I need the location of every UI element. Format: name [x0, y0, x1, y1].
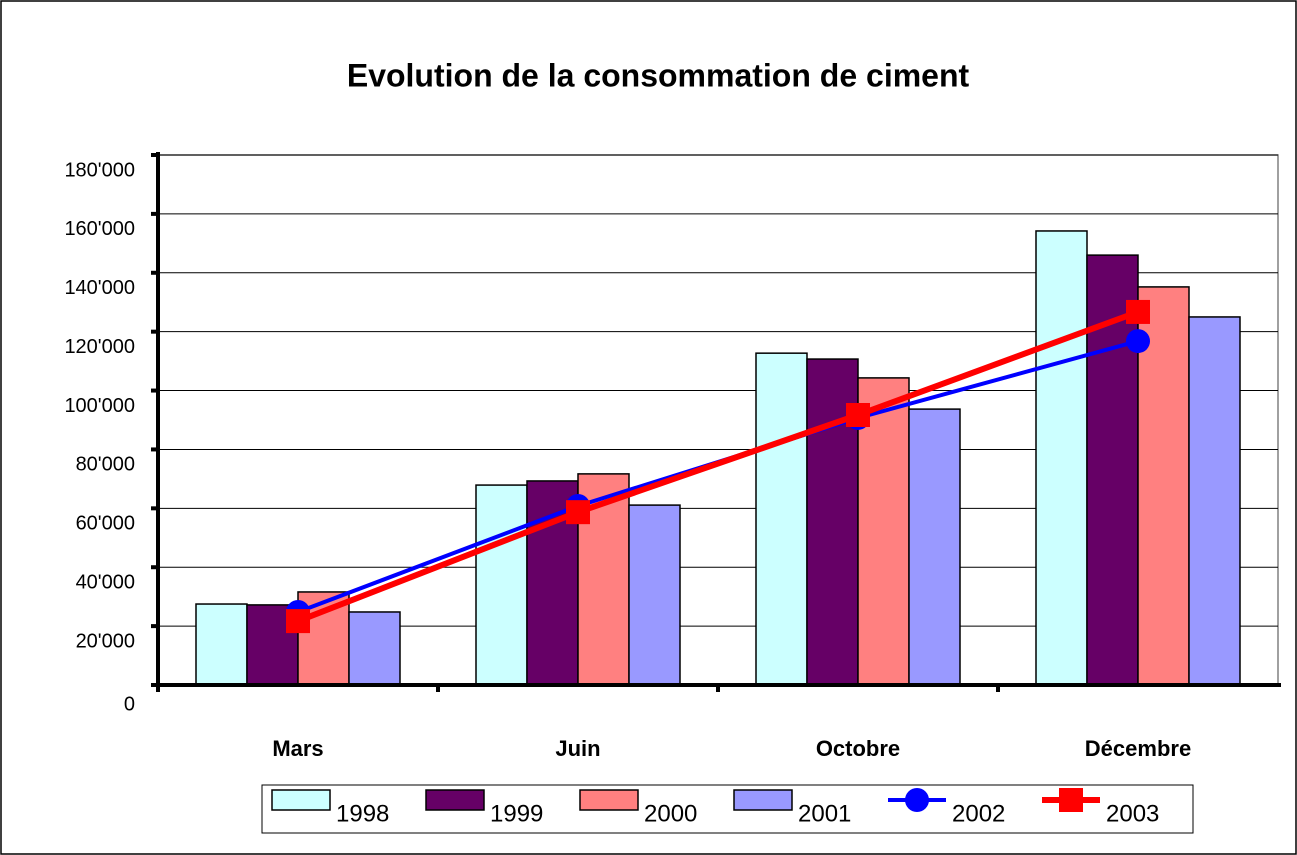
marker — [566, 500, 590, 525]
chart-title: Evolution de la consommation de ciment — [347, 57, 970, 93]
x-tick-label: Mars — [272, 736, 323, 761]
line — [296, 309, 1140, 624]
bar — [908, 408, 961, 686]
y-tick-label: 20'000 — [76, 630, 135, 652]
x-tick-label: Octobre — [816, 736, 900, 761]
y-tick-label: 60'000 — [76, 513, 135, 535]
bar — [348, 611, 401, 686]
legend-swatch — [733, 789, 793, 811]
x-tick-label: Décembre — [1085, 736, 1191, 761]
bar — [195, 603, 248, 686]
bar — [755, 352, 808, 686]
y-tick-label: 40'000 — [76, 572, 135, 594]
legend-label: 2002 — [952, 800, 1005, 827]
y-tick-label: 100'000 — [64, 395, 135, 417]
legend-swatch — [1059, 788, 1083, 812]
marker — [1126, 299, 1150, 324]
legend-label: 2000 — [644, 800, 697, 827]
legend-label: 2003 — [1106, 800, 1159, 827]
bar — [475, 484, 528, 686]
legend-label: 2001 — [798, 800, 851, 827]
legend-swatch — [425, 789, 485, 811]
y-tick-label: 140'000 — [64, 277, 135, 299]
y-tick-label: 180'000 — [64, 159, 135, 181]
x-tick-label: Juin — [555, 736, 600, 761]
legend-label: 1999 — [490, 800, 543, 827]
legend-label: 1998 — [336, 800, 389, 827]
bar — [1188, 316, 1241, 686]
y-tick-label: 0 — [124, 693, 135, 715]
marker — [846, 402, 870, 427]
marker — [1126, 329, 1150, 354]
bar — [1137, 286, 1190, 686]
legend — [261, 784, 1194, 834]
y-tick-label: 80'000 — [76, 454, 135, 476]
bar — [628, 504, 681, 686]
legend-swatch — [905, 788, 929, 812]
legend-swatch — [579, 789, 639, 811]
legend-swatch — [271, 789, 331, 811]
y-tick-label: 160'000 — [64, 218, 135, 240]
marker — [286, 609, 310, 634]
y-tick-label: 120'000 — [64, 336, 135, 358]
bar — [857, 377, 910, 686]
bar — [1035, 230, 1088, 686]
